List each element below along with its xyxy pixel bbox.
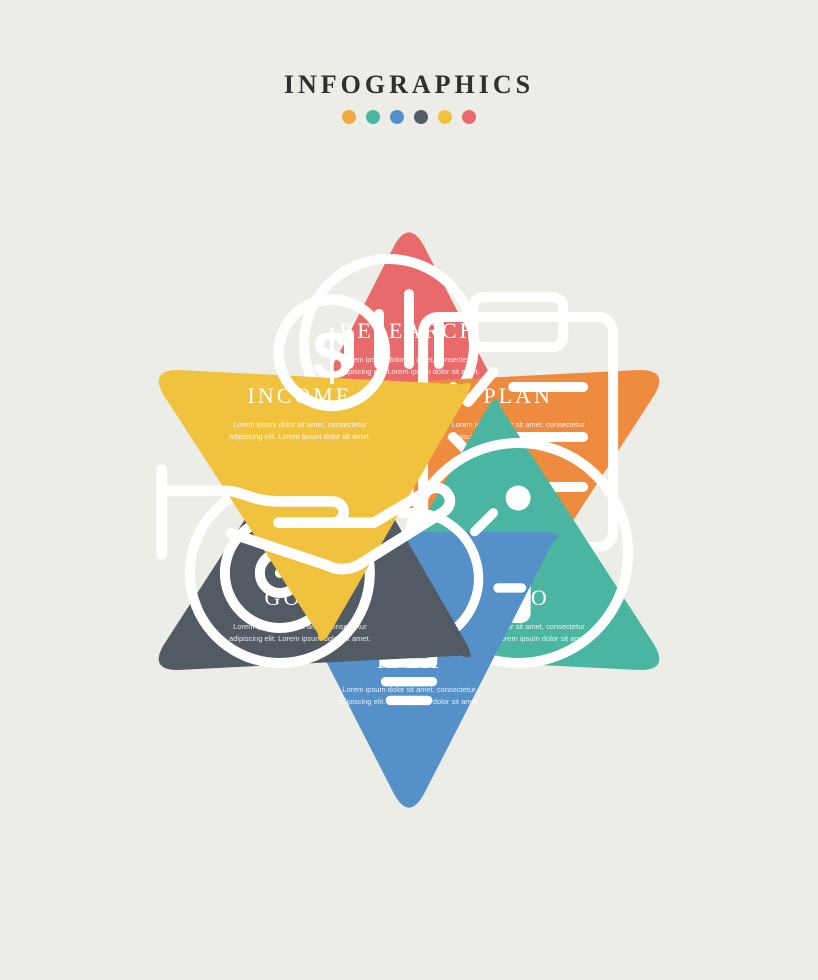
color-dot-3: [414, 110, 428, 124]
color-dot-2: [390, 110, 404, 124]
header: INFOGRAPHICS: [0, 70, 818, 124]
infographic-canvas: INFOGRAPHICS RESEARCHLorem ipsum dolor s…: [0, 0, 818, 980]
svg-text:$: $: [313, 316, 351, 394]
color-dot-4: [438, 110, 452, 124]
segment-description: Lorem ipsum dolor sit amet, consectetur …: [130, 419, 470, 443]
color-dot-0: [342, 110, 356, 124]
color-dot-5: [462, 110, 476, 124]
color-dots: [0, 110, 818, 124]
page-title: INFOGRAPHICS: [0, 70, 818, 100]
color-dot-1: [366, 110, 380, 124]
